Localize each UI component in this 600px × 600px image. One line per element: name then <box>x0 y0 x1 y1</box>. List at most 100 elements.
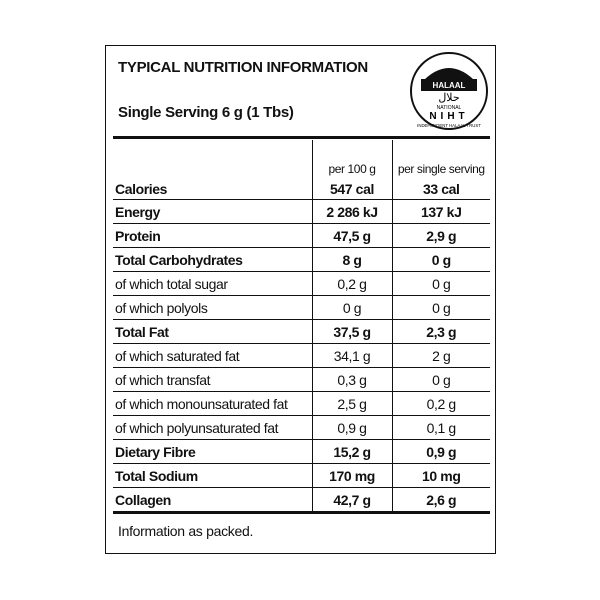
row-label: of which saturated fat <box>113 343 312 368</box>
value-text: 0,2 g <box>426 395 457 412</box>
value-text: 10 mg <box>422 467 461 484</box>
row-value: 8 g <box>311 247 392 272</box>
table-row: of which polyols 0 g 0 g <box>113 295 490 320</box>
table-row: Total Sodium 170 mg 10 mg <box>113 463 490 488</box>
value-text: 15,2 g <box>333 443 371 460</box>
table-row: Calories per 100 g 547 cal per single servi… <box>113 140 490 200</box>
value-text: 0,9 g <box>426 443 457 460</box>
row-value: 37,5 g <box>311 319 392 344</box>
value-text: 0 g <box>342 299 362 316</box>
table-row: Dietary Fibre 15,2 g 0,9 g <box>113 439 490 464</box>
row-value: 0,1 g <box>391 415 490 440</box>
logo-letters: NIHT <box>429 111 468 122</box>
row-value: 2 286 kJ <box>311 199 392 224</box>
column-header: per single serving <box>397 162 485 176</box>
row-value: 2,5 g <box>311 391 392 416</box>
row-label: Collagen <box>115 491 171 508</box>
row-value: 2,6 g <box>391 487 490 511</box>
row-label: Protein <box>113 223 312 248</box>
row-value: 0 g <box>391 247 490 272</box>
row-label: of which polyunsaturated fat <box>113 415 312 440</box>
table-row: Total Fat 37,5 g 2,3 g <box>113 319 490 344</box>
value-text: 0 g <box>432 371 451 388</box>
row-label: Dietary Fibre <box>113 439 312 464</box>
thick-rule <box>113 136 490 139</box>
nutrition-panel: TYPICAL NUTRITION INFORMATION Single Ser… <box>105 45 496 554</box>
footer-note: Information as packed. <box>118 523 254 539</box>
row-value: 47,5 g <box>311 223 392 248</box>
value-text: 170 mg <box>329 467 375 484</box>
row-value: per single serving 33 cal <box>391 140 490 200</box>
table-row: Energy 2 286 kJ 137 kJ <box>113 199 490 224</box>
value-text: 2 286 kJ <box>326 203 378 220</box>
row-value: per 100 g 547 cal <box>311 140 392 200</box>
value-text: 137 kJ <box>421 203 462 220</box>
row-value: 170 mg <box>311 463 392 488</box>
table-row: Protein 47,5 g 2,9 g <box>113 223 490 248</box>
row-value: 137 kJ <box>391 199 490 224</box>
value-text: 0,9 g <box>337 419 367 436</box>
row-value: 0,9 g <box>311 415 392 440</box>
row-value: 0 g <box>391 367 490 392</box>
row-label: of which polyols <box>113 295 312 320</box>
nutrition-table: Calories per 100 g 547 cal per single servi… <box>113 140 490 511</box>
value-text: 42,7 g <box>333 491 371 508</box>
value-text: 37,5 g <box>333 323 371 340</box>
row-label: Total Fat <box>113 319 312 344</box>
value-text: 2,5 g <box>337 395 367 412</box>
row-value: 10 mg <box>391 463 490 488</box>
logo-arabic: حلال <box>438 92 459 104</box>
value-text: 0 g <box>431 251 451 268</box>
serving-size: Single Serving 6 g (1 Tbs) <box>118 104 294 121</box>
table-row: of which monounsaturated fat 2,5 g 0,2 g <box>113 391 490 416</box>
value-text: 2,9 g <box>426 227 457 244</box>
value-text: 0 g <box>432 299 451 316</box>
row-value: 0 g <box>311 295 392 320</box>
table-row: of which total sugar 0,2 g 0 g <box>113 271 490 296</box>
value-text: 0 g <box>432 275 451 292</box>
row-value: 15,2 g <box>311 439 392 464</box>
table-row: Total Carbohydrates 8 g 0 g <box>113 247 490 272</box>
row-label: Total Sodium <box>113 463 312 488</box>
row-label: Calories <box>113 140 312 200</box>
thick-rule <box>113 511 490 514</box>
value-text: 33 cal <box>422 181 460 197</box>
value-text: 2,3 g <box>426 323 457 340</box>
value-text: 2,6 g <box>426 491 457 508</box>
logo-top: HALAAL <box>433 81 466 90</box>
row-value: 0,2 g <box>391 391 490 416</box>
table-row: of which saturated fat 34,1 g 2 g <box>113 343 490 368</box>
halaal-logo: HALAAL حلال NATIONAL NIHT INDEPENDENT HA… <box>410 52 488 130</box>
value-text: 0,1 g <box>426 419 457 436</box>
table-body: Calories per 100 g 547 cal per single servi… <box>113 140 490 511</box>
row-label: Total Carbohydrates <box>113 247 312 272</box>
row-value: 0,9 g <box>391 439 490 464</box>
row-value: 2 g <box>391 343 490 368</box>
row-value: 0,3 g <box>311 367 392 392</box>
row-label: Energy <box>113 199 312 224</box>
value-text: 47,5 g <box>333 227 371 244</box>
row-value: 0,2 g <box>311 271 392 296</box>
row-value: 2,3 g <box>391 319 490 344</box>
table-row: Collagen 42,7 g 2,6 g <box>113 487 490 511</box>
value-text: 34,1 g <box>333 347 371 364</box>
row-value: 34,1 g <box>311 343 392 368</box>
row-value: 42,7 g <box>311 487 392 511</box>
value-text: 0,3 g <box>337 371 367 388</box>
value-text: 547 cal <box>330 181 374 197</box>
row-value: 2,9 g <box>391 223 490 248</box>
value-text: 0,2 g <box>337 275 367 292</box>
logo-bottom: INDEPENDENT HALAAL TRUST <box>417 123 481 128</box>
logo-middle: NATIONAL <box>437 105 462 111</box>
logo-band <box>421 79 477 91</box>
row-label: of which monounsaturated fat <box>113 391 312 416</box>
table-row: of which transfat 0,3 g 0 g <box>113 367 490 392</box>
title: TYPICAL NUTRITION INFORMATION <box>118 59 368 76</box>
value-text: 8 g <box>342 251 362 268</box>
value-text: 2 g <box>432 347 451 364</box>
table-row: of which polyunsaturated fat 0,9 g 0,1 g <box>113 415 490 440</box>
row-value: 0 g <box>391 295 490 320</box>
row-label: of which total sugar <box>113 271 312 296</box>
row-value: 0 g <box>391 271 490 296</box>
